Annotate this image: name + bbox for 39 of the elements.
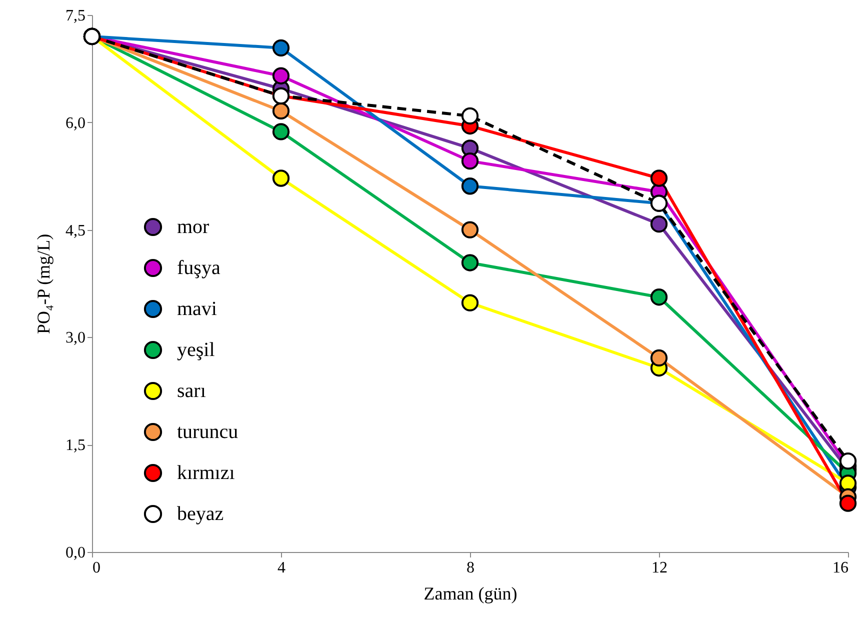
point <box>461 178 479 195</box>
point <box>461 107 479 125</box>
legend-label: mavi <box>177 298 218 320</box>
y-tick-label: 4,5 <box>66 222 86 240</box>
legend-label: turuncu <box>177 421 238 443</box>
point <box>272 39 290 57</box>
legend-label: yeşil <box>177 339 216 361</box>
point <box>650 288 668 306</box>
point <box>839 452 857 470</box>
legend-label: mor <box>177 216 210 238</box>
x-axis-title: Zaman (gün) <box>424 584 518 604</box>
point <box>650 216 668 233</box>
legend-label: beyaz <box>177 503 224 525</box>
y-tick-label: 7,5 <box>66 8 86 24</box>
point <box>272 123 290 140</box>
legend-label: kırmızı <box>177 462 236 484</box>
x-tick-label: 4 <box>278 560 286 576</box>
y-axis-title: PO₄-P (mg/L) <box>34 234 54 334</box>
point <box>461 221 479 238</box>
legend-label: fuşya <box>177 257 220 279</box>
x-tick-label: 8 <box>466 560 474 576</box>
point <box>272 170 290 187</box>
point <box>272 67 290 84</box>
point <box>461 254 479 272</box>
y-tick-label: 3,0 <box>66 330 86 347</box>
legend-label: sarı <box>177 380 206 402</box>
y-tick-label: 1,5 <box>66 437 86 454</box>
y-tick-label: 0,0 <box>66 544 86 562</box>
point <box>461 294 479 312</box>
point <box>839 474 857 492</box>
point <box>272 102 290 120</box>
point <box>839 494 857 512</box>
y-tick-label: 6,0 <box>66 114 86 132</box>
point <box>650 349 668 367</box>
point <box>461 152 479 170</box>
x-tick-label: 16 <box>832 560 848 576</box>
point <box>650 170 668 187</box>
x-tick-label: 12 <box>652 560 668 576</box>
x-tick-label: 0 <box>92 560 100 576</box>
